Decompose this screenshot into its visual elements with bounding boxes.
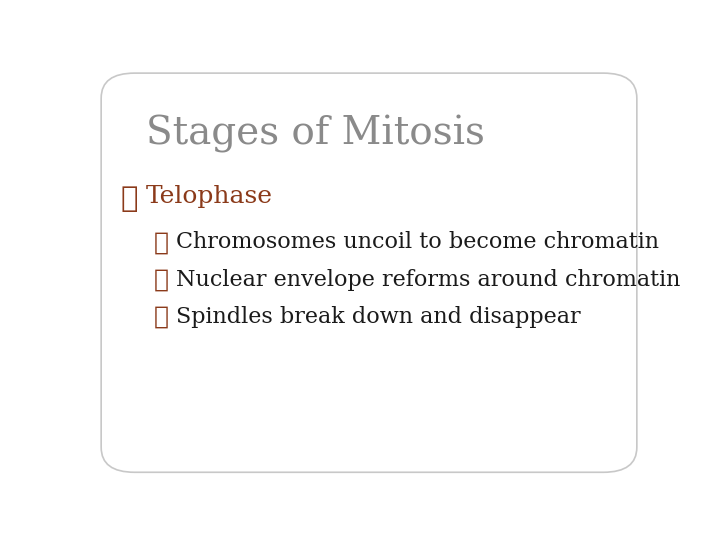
FancyBboxPatch shape (101, 73, 637, 472)
Text: Telophase: Telophase (145, 185, 273, 208)
Text: ♾: ♾ (154, 268, 169, 292)
Text: ♾: ♾ (154, 306, 169, 329)
Text: ♾: ♾ (121, 185, 138, 213)
Text: Spindles break down and disappear: Spindles break down and disappear (176, 306, 581, 328)
Text: ♾: ♾ (154, 231, 169, 254)
Text: Stages of Mitosis: Stages of Mitosis (145, 114, 485, 153)
Text: Nuclear envelope reforms around chromatin: Nuclear envelope reforms around chromati… (176, 268, 681, 291)
Text: Chromosomes uncoil to become chromatin: Chromosomes uncoil to become chromatin (176, 231, 660, 253)
